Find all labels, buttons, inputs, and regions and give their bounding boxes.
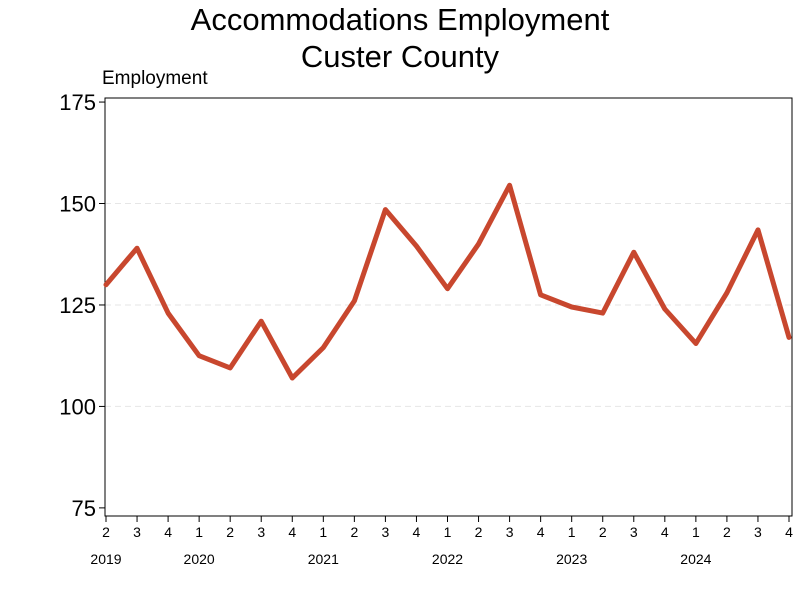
x-year-label: 2024 — [680, 551, 711, 567]
x-tick-label: 1 — [319, 524, 327, 540]
data-point — [165, 310, 171, 316]
data-point — [227, 365, 233, 371]
y-tick-label: 125 — [59, 293, 96, 318]
x-year-label: 2022 — [432, 551, 463, 567]
data-point — [786, 335, 792, 340]
x-tick-label: 2 — [226, 524, 234, 540]
data-point — [103, 282, 109, 287]
x-tick-label: 1 — [692, 524, 700, 540]
y-tick-label: 150 — [59, 192, 96, 217]
data-point — [569, 304, 574, 310]
data-point — [352, 298, 357, 304]
x-tick-label: 3 — [133, 524, 141, 540]
x-tick-label: 2 — [350, 524, 358, 540]
data-point — [693, 341, 699, 346]
data-point — [724, 290, 730, 295]
x-tick-label: 1 — [195, 524, 203, 540]
data-point — [134, 245, 140, 251]
data-point — [383, 207, 388, 212]
x-tick-label: 4 — [537, 524, 545, 540]
y-tick-label: 75 — [72, 496, 96, 521]
x-tick-label: 4 — [413, 524, 421, 540]
data-point — [755, 227, 761, 233]
x-tick-label: 4 — [288, 524, 296, 540]
x-tick-label: 3 — [257, 524, 265, 540]
data-point — [321, 345, 326, 350]
data-point — [259, 319, 264, 324]
x-tick-label: 1 — [444, 524, 452, 540]
data-point — [631, 250, 636, 255]
y-axis-label: Employment — [102, 68, 208, 89]
x-tick-label: 3 — [382, 524, 390, 540]
x-tick-label: 3 — [630, 524, 638, 540]
x-tick-label: 2 — [475, 524, 483, 540]
chart-title-line-1: Accommodations Employment — [190, 2, 610, 37]
data-point — [538, 292, 543, 298]
data-point — [445, 286, 450, 291]
x-year-label: 2021 — [308, 551, 339, 567]
y-tick-label: 100 — [59, 394, 96, 419]
plot-frame — [104, 97, 793, 517]
data-point — [600, 310, 605, 316]
x-tick-label: 2 — [102, 524, 110, 540]
data-point — [507, 183, 512, 188]
data-point — [476, 241, 481, 247]
y-tick-label: 175 — [59, 90, 96, 115]
data-point — [414, 243, 419, 249]
data-point — [290, 375, 295, 381]
series-line — [103, 182, 792, 381]
x-tick-label: 4 — [164, 524, 172, 540]
x-year-label: 2019 — [90, 551, 121, 567]
data-point — [196, 353, 202, 358]
x-year-label: 2020 — [184, 551, 215, 567]
x-tick-label: 2 — [723, 524, 731, 540]
x-tick-label: 4 — [661, 524, 669, 540]
x-tick-label: 4 — [785, 524, 793, 540]
x-year-label: 2023 — [556, 551, 587, 567]
x-tick-label: 3 — [754, 524, 762, 540]
x-tick-label: 1 — [568, 524, 576, 540]
chart-title-line-2: Custer County — [300, 39, 500, 74]
x-tick-label: 3 — [506, 524, 514, 540]
x-tick-label: 2 — [599, 524, 607, 540]
data-point — [662, 306, 668, 312]
